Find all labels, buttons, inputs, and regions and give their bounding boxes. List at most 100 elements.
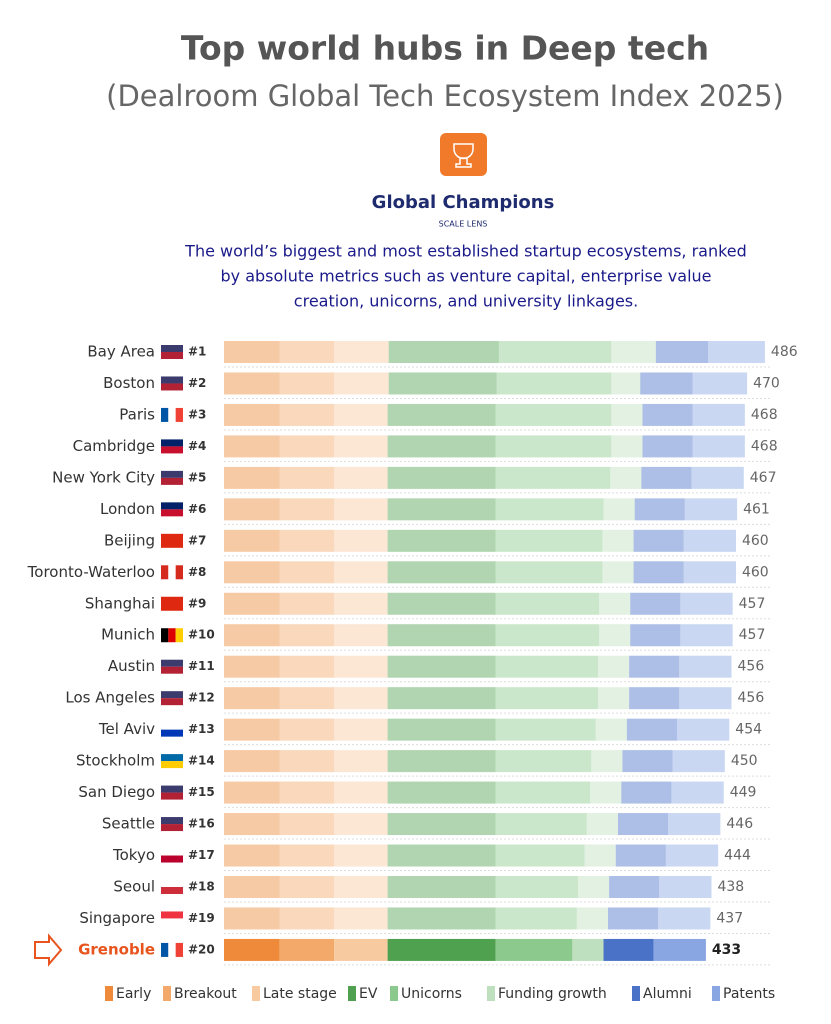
bar-segment <box>498 341 612 363</box>
bar-segment <box>279 435 335 458</box>
flag <box>161 855 183 863</box>
bar-segment <box>576 907 608 930</box>
flag <box>161 407 169 422</box>
total-label: 470 <box>753 375 780 391</box>
bar-segment <box>495 655 598 678</box>
bar-segment <box>629 655 680 678</box>
bar-segment <box>387 561 496 584</box>
bar-segment <box>633 561 684 584</box>
bar-segment <box>334 403 388 426</box>
bar-segment <box>692 403 745 426</box>
bar-segment <box>279 813 335 836</box>
total-label: 457 <box>739 627 766 643</box>
bar-segment <box>279 750 335 773</box>
rank-label: #20 <box>188 942 215 956</box>
flag <box>161 792 183 800</box>
bar-segment <box>334 781 388 804</box>
rank-label: #7 <box>188 533 206 547</box>
legend-label: Patents <box>723 986 775 1002</box>
bar-segment <box>665 844 719 867</box>
rank-label: #2 <box>188 376 206 390</box>
lens: SCALE LENS <box>439 220 488 229</box>
bar-segment <box>387 624 496 647</box>
bar-segment <box>653 938 706 961</box>
bar-segment <box>622 750 673 773</box>
bar-segment <box>640 372 693 395</box>
bar-segment <box>599 592 631 615</box>
bar-segment <box>388 341 499 363</box>
bar-segment <box>224 938 280 961</box>
rank-label: #4 <box>188 439 206 453</box>
flag <box>161 886 183 894</box>
flag <box>161 376 183 384</box>
trophy-icon <box>440 133 487 176</box>
bar-segment <box>584 844 616 867</box>
legend-swatch <box>390 986 398 1001</box>
bar-segment <box>334 592 388 615</box>
bar-segment <box>224 561 280 584</box>
legend-swatch <box>348 986 356 1001</box>
total-label: 457 <box>739 596 766 612</box>
total-label: 433 <box>712 942 741 958</box>
bar-segment <box>599 624 631 647</box>
bar-segment <box>387 498 496 521</box>
bar-segment <box>633 529 684 552</box>
bar-segment <box>279 341 335 363</box>
bar-segment <box>224 875 280 898</box>
bar-segment <box>387 844 496 867</box>
bar-segment <box>630 592 681 615</box>
bar-segment <box>387 466 496 489</box>
chart-title: Top world hubs in Deep tech <box>181 29 709 68</box>
bar-segment <box>387 781 496 804</box>
bar-segment <box>387 435 496 458</box>
bar-segment <box>279 687 335 710</box>
bar-segment <box>387 750 496 773</box>
bar-segment <box>387 907 496 930</box>
bar-segment <box>692 435 745 458</box>
bar-segment <box>586 813 619 836</box>
total-label: 467 <box>750 470 777 486</box>
bar-segment <box>334 718 388 741</box>
bar-segment <box>610 466 642 489</box>
flag <box>161 918 183 926</box>
bar-segment <box>495 529 603 552</box>
rank-label: #10 <box>188 628 215 642</box>
flag <box>161 383 183 391</box>
bar-segment <box>279 372 335 395</box>
flag <box>175 628 183 643</box>
bar-segment <box>495 750 592 773</box>
bar-segment <box>334 561 388 584</box>
category-label: Singapore <box>79 909 155 927</box>
category-label: Boston <box>103 374 155 392</box>
legend-swatch <box>252 986 260 1001</box>
bar-segment <box>495 907 577 930</box>
flag <box>175 942 183 957</box>
bar-segment <box>591 750 623 773</box>
flag <box>161 824 183 832</box>
bar-segment <box>691 466 744 489</box>
bar-segment <box>279 498 335 521</box>
bar-segment <box>659 875 712 898</box>
flag <box>168 628 176 643</box>
legend-label: Late stage <box>263 986 337 1002</box>
total-label: 437 <box>716 910 743 926</box>
total-label: 438 <box>717 879 744 895</box>
bar-segment <box>387 529 496 552</box>
bar-segment <box>279 561 335 584</box>
bar-segment <box>224 529 280 552</box>
rank-label: #13 <box>188 722 215 736</box>
bar-segment <box>672 750 725 773</box>
total-label: 444 <box>724 848 751 864</box>
legend-label: Alumni <box>643 986 692 1002</box>
bar-segment <box>387 718 496 741</box>
bar-segment <box>618 813 669 836</box>
flag <box>168 942 176 957</box>
bar-segment <box>680 624 733 647</box>
flag <box>161 911 183 919</box>
bar-segment <box>334 655 388 678</box>
total-label: 454 <box>735 722 762 738</box>
bar-segment <box>279 844 335 867</box>
total-label: 446 <box>726 816 753 832</box>
bar-segment <box>495 875 578 898</box>
